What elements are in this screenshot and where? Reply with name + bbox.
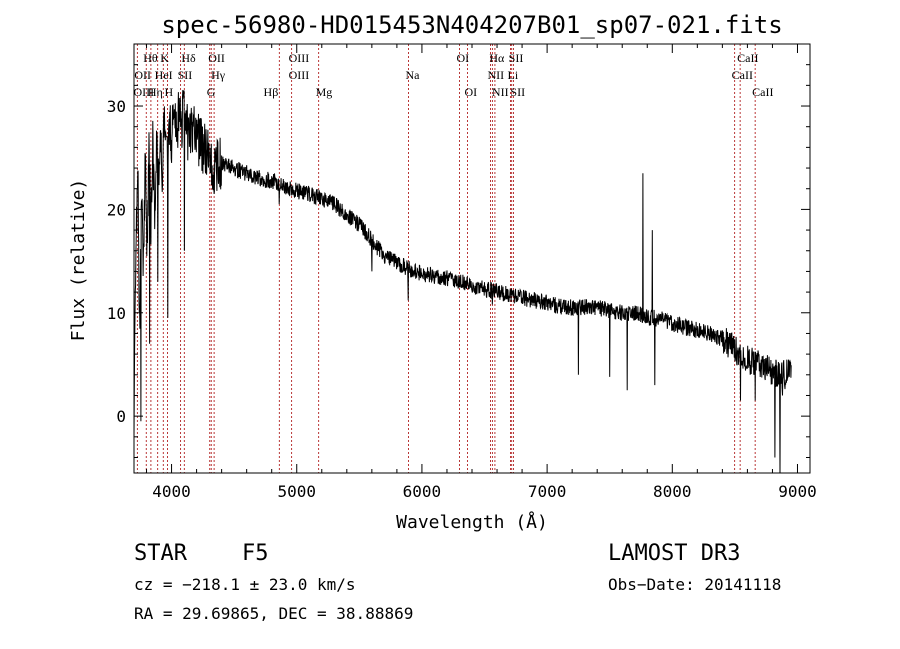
- x-tick-label: 5000: [277, 482, 316, 501]
- line-label: Na: [406, 68, 421, 82]
- coordinates: RA = 29.69865, DEC = 38.88869: [134, 604, 413, 623]
- x-axis-label: Wavelength (Å): [396, 511, 548, 533]
- line-label: CaII: [752, 85, 773, 99]
- object-subclass: F5: [242, 541, 269, 566]
- line-label: Hδ: [181, 51, 196, 65]
- line-label: Hγ: [211, 68, 226, 82]
- redshift-velocity: cz = −218.1 ± 23.0 km/s: [134, 575, 356, 594]
- y-axis: 0 10 20 30: [107, 64, 810, 458]
- x-axis: 4000 5000 6000 7000 8000 9000: [146, 44, 817, 501]
- object-class: STAR: [134, 541, 188, 566]
- line-label: H: [165, 85, 174, 99]
- y-tick-label: 0: [116, 407, 126, 426]
- line-label: OI: [464, 85, 477, 99]
- spectrum-line: [134, 89, 792, 473]
- chart-title: spec-56980-HD015453N404207B01_sp07-021.f…: [161, 11, 782, 39]
- x-tick-label: 7000: [528, 482, 567, 501]
- y-axis-label: Flux (relative): [68, 179, 89, 342]
- line-label: OI: [456, 51, 469, 65]
- line-label: Li: [508, 68, 519, 82]
- line-label: OII: [134, 68, 151, 82]
- x-tick-label: 4000: [152, 482, 191, 501]
- x-tick-label: 6000: [403, 482, 442, 501]
- line-label: SII: [178, 68, 193, 82]
- y-tick-label: 10: [107, 304, 126, 323]
- line-label: Mg: [316, 85, 333, 99]
- x-tick-label: 8000: [653, 482, 692, 501]
- line-label: HeI: [155, 68, 173, 82]
- line-label: OII: [208, 51, 225, 65]
- line-label: CaII: [737, 51, 758, 65]
- line-label: OIII: [289, 51, 310, 65]
- line-label: G: [207, 85, 216, 99]
- line-label: CaII: [732, 68, 753, 82]
- x-tick-label: 9000: [778, 482, 817, 501]
- line-label: Hβ: [264, 85, 279, 99]
- line-label: Hη: [148, 85, 163, 99]
- observation-date: Obs−Date: 20141118: [608, 575, 781, 594]
- line-label: Hα: [489, 51, 505, 65]
- line-label: SII: [510, 85, 525, 99]
- line-label: SII: [509, 51, 524, 65]
- spectral-line-labels: Hθ K Hδ OII OIII OI Hα SII CaII OII HeI SII Hγ OIII Na…: [134, 51, 774, 99]
- line-label: Hθ: [143, 51, 158, 65]
- y-tick-label: 20: [107, 200, 126, 219]
- line-label: OIII: [289, 68, 310, 82]
- y-tick-label: 30: [107, 97, 126, 116]
- spectral-line-markers: [136, 44, 756, 473]
- line-label: K: [160, 51, 169, 65]
- line-label: OIII: [134, 85, 155, 99]
- line-label: NII: [488, 68, 505, 82]
- survey-name: LAMOST DR3: [608, 541, 740, 566]
- line-label: NII: [492, 85, 509, 99]
